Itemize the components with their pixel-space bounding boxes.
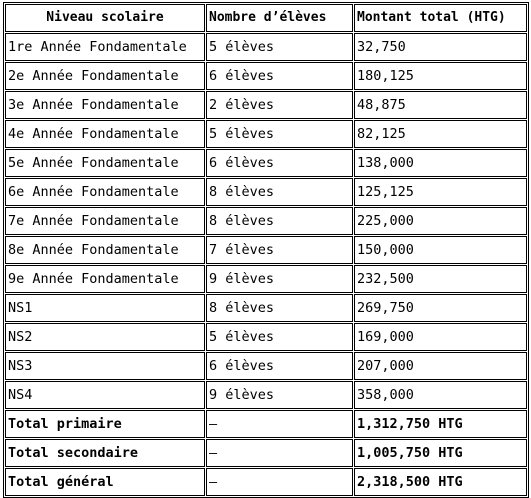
cell-niveau: 8e Année Fondamentale bbox=[5, 236, 205, 264]
cell-montant: 125,125 bbox=[354, 178, 527, 206]
table-row: 6e Année Fondamentale 8 élèves 125,125 bbox=[5, 178, 527, 206]
cell-nombre: 2 élèves bbox=[206, 91, 353, 119]
header-montant: Montant total (HTG) bbox=[354, 4, 527, 32]
cell-niveau: 3e Année Fondamentale bbox=[5, 91, 205, 119]
table-row: 8e Année Fondamentale 7 élèves 150,000 bbox=[5, 236, 527, 264]
table-row: 5e Année Fondamentale 6 élèves 138,000 bbox=[5, 149, 527, 177]
cell-nombre: 6 élèves bbox=[206, 149, 353, 177]
cell-niveau: 4e Année Fondamentale bbox=[5, 120, 205, 148]
cell-montant: 169,000 bbox=[354, 323, 527, 351]
total-label: Total primaire bbox=[5, 410, 205, 438]
table-row: NS4 9 élèves 358,000 bbox=[5, 381, 527, 409]
cell-nombre: 9 élèves bbox=[206, 265, 353, 293]
total-label: Total général bbox=[5, 468, 205, 496]
cell-nombre: 6 élèves bbox=[206, 352, 353, 380]
cell-montant: 180,125 bbox=[354, 62, 527, 90]
cell-niveau: NS2 bbox=[5, 323, 205, 351]
cell-nombre: 8 élèves bbox=[206, 294, 353, 322]
cell-nombre: 8 élèves bbox=[206, 207, 353, 235]
cell-montant: 150,000 bbox=[354, 236, 527, 264]
total-count: – bbox=[206, 439, 353, 467]
cell-niveau: 1re Année Fondamentale bbox=[5, 33, 205, 61]
total-row-general: Total général – 2,318,500 HTG bbox=[5, 468, 527, 496]
cell-nombre: 9 élèves bbox=[206, 381, 353, 409]
total-amount: 1,005,750 HTG bbox=[354, 439, 527, 467]
cell-montant: 232,500 bbox=[354, 265, 527, 293]
table-row: 2e Année Fondamentale 6 élèves 180,125 bbox=[5, 62, 527, 90]
total-row-secondaire: Total secondaire – 1,005,750 HTG bbox=[5, 439, 527, 467]
table-row: NS2 5 élèves 169,000 bbox=[5, 323, 527, 351]
table-header-row: Niveau scolaire Nombre d’élèves Montant … bbox=[5, 4, 527, 32]
total-label: Total secondaire bbox=[5, 439, 205, 467]
cell-niveau: 2e Année Fondamentale bbox=[5, 62, 205, 90]
cell-montant: 358,000 bbox=[354, 381, 527, 409]
total-amount: 1,312,750 HTG bbox=[354, 410, 527, 438]
cell-nombre: 5 élèves bbox=[206, 120, 353, 148]
cell-nombre: 5 élèves bbox=[206, 323, 353, 351]
fees-table: Niveau scolaire Nombre d’élèves Montant … bbox=[3, 2, 529, 498]
cell-nombre: 8 élèves bbox=[206, 178, 353, 206]
total-count: – bbox=[206, 410, 353, 438]
total-row-primaire: Total primaire – 1,312,750 HTG bbox=[5, 410, 527, 438]
cell-montant: 138,000 bbox=[354, 149, 527, 177]
cell-niveau: NS3 bbox=[5, 352, 205, 380]
cell-montant: 82,125 bbox=[354, 120, 527, 148]
cell-nombre: 6 élèves bbox=[206, 62, 353, 90]
total-count: – bbox=[206, 468, 353, 496]
table-row: NS3 6 élèves 207,000 bbox=[5, 352, 527, 380]
cell-niveau: 9e Année Fondamentale bbox=[5, 265, 205, 293]
table-row: 7e Année Fondamentale 8 élèves 225,000 bbox=[5, 207, 527, 235]
cell-nombre: 5 élèves bbox=[206, 33, 353, 61]
header-nombre: Nombre d’élèves bbox=[206, 4, 353, 32]
cell-montant: 269,750 bbox=[354, 294, 527, 322]
total-amount: 2,318,500 HTG bbox=[354, 468, 527, 496]
table-row: 3e Année Fondamentale 2 élèves 48,875 bbox=[5, 91, 527, 119]
cell-montant: 32,750 bbox=[354, 33, 527, 61]
table-row: NS1 8 élèves 269,750 bbox=[5, 294, 527, 322]
cell-niveau: NS1 bbox=[5, 294, 205, 322]
cell-niveau: 7e Année Fondamentale bbox=[5, 207, 205, 235]
table-row: 1re Année Fondamentale 5 élèves 32,750 bbox=[5, 33, 527, 61]
table-row: 9e Année Fondamentale 9 élèves 232,500 bbox=[5, 265, 527, 293]
fees-table-container: Niveau scolaire Nombre d’élèves Montant … bbox=[3, 2, 529, 498]
cell-niveau: 5e Année Fondamentale bbox=[5, 149, 205, 177]
table-row: 4e Année Fondamentale 5 élèves 82,125 bbox=[5, 120, 527, 148]
header-niveau: Niveau scolaire bbox=[5, 4, 205, 32]
cell-niveau: NS4 bbox=[5, 381, 205, 409]
cell-montant: 207,000 bbox=[354, 352, 527, 380]
cell-montant: 225,000 bbox=[354, 207, 527, 235]
cell-niveau: 6e Année Fondamentale bbox=[5, 178, 205, 206]
cell-montant: 48,875 bbox=[354, 91, 527, 119]
cell-nombre: 7 élèves bbox=[206, 236, 353, 264]
